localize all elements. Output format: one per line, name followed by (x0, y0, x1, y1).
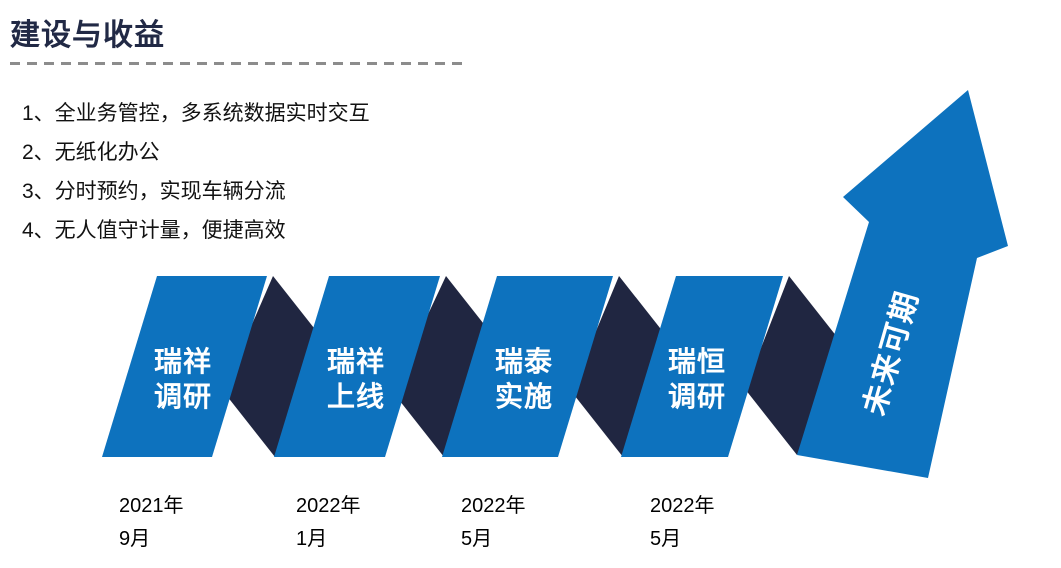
milestone-label-2: 瑞祥 上线 (296, 344, 416, 414)
page-title: 建设与收益 (10, 19, 165, 52)
milestone-date-4: 2022年 5月 (650, 490, 715, 556)
benefit-item-4: 4、无人值守计量，便捷高效 (22, 219, 286, 242)
milestone-date-1-year: 2021年 (119, 495, 184, 517)
milestone-label-2-line1: 瑞祥 (326, 346, 385, 377)
milestone-label-3-line2: 实施 (494, 381, 553, 412)
milestone-date-3: 2022年 5月 (461, 490, 526, 556)
milestone-shape-3 (442, 276, 613, 457)
milestone-date-2-year: 2022年 (296, 495, 361, 517)
milestone-label-3-line1: 瑞泰 (494, 346, 553, 377)
milestone-shape-4 (621, 276, 783, 457)
ribbon-fold-1 (223, 276, 325, 457)
benefit-item-3: 3、分时预约，实现车辆分流 (22, 180, 286, 203)
ribbon-fold-3 (571, 276, 671, 457)
milestone-date-3-year: 2022年 (461, 495, 526, 517)
milestone-date-3-month: 5月 (461, 528, 493, 550)
ribbon-fold-2 (392, 276, 498, 457)
benefits-list: 1、全业务管控，多系统数据实时交互 2、无纸化办公 3、分时预约，实现车辆分流 … (22, 97, 370, 253)
milestone-date-1-month: 9月 (119, 528, 151, 550)
benefit-item-2: 2、无纸化办公 (22, 141, 160, 164)
dashed-divider (10, 62, 463, 65)
milestone-label-4: 瑞恒 调研 (637, 344, 757, 414)
milestone-label-1-line2: 调研 (153, 381, 212, 412)
milestone-date-2-month: 1月 (296, 528, 328, 550)
benefit-item-1: 1、全业务管控，多系统数据实时交互 (22, 102, 370, 125)
future-arrow-shape (797, 90, 1008, 478)
milestone-date-4-year: 2022年 (650, 495, 715, 517)
milestone-date-4-month: 5月 (650, 528, 682, 550)
milestone-date-2: 2022年 1月 (296, 490, 361, 556)
milestone-label-1-line1: 瑞祥 (153, 346, 212, 377)
milestone-label-3: 瑞泰 实施 (464, 344, 584, 414)
milestone-date-1: 2021年 9月 (119, 490, 184, 556)
milestone-label-4-line2: 调研 (667, 381, 726, 412)
milestone-label-4-line1: 瑞恒 (667, 346, 726, 377)
milestone-shape-2 (274, 276, 440, 457)
milestone-label-1: 瑞祥 调研 (123, 344, 243, 414)
ribbon-fold-4 (745, 276, 841, 455)
milestone-label-2-line2: 上线 (326, 381, 385, 412)
milestone-shape-1 (102, 276, 267, 457)
